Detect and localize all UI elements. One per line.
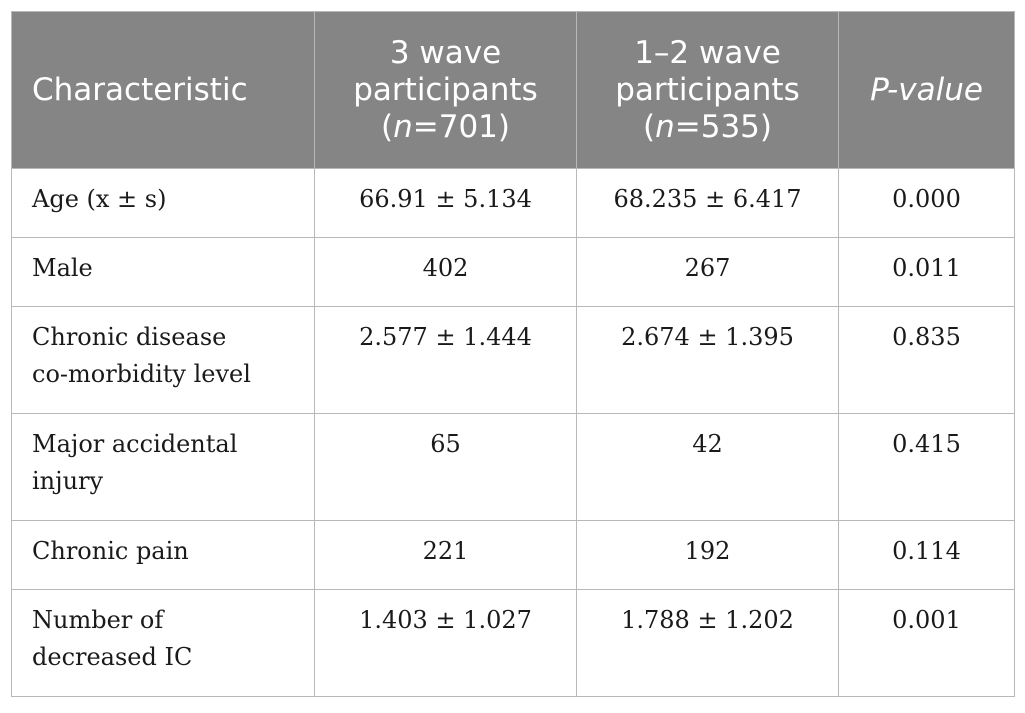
characteristics-table: Characteristic 3 wave participants (n=70…: [11, 11, 1015, 697]
row-label-line: Age (x ± s): [32, 185, 167, 213]
cell-p-value: 0.000: [838, 168, 1015, 238]
header-3-wave-participants: 3 wave participants (n=701): [314, 11, 577, 169]
cell-3-wave: 402: [314, 237, 577, 307]
cell-3-wave: 221: [314, 520, 577, 590]
header-1-2-wave-line1: 1–2 wave: [634, 34, 781, 71]
cell-1-2-wave: 42: [576, 413, 839, 521]
table-row: Number of decreased IC 1.403 ± 1.027 1.78…: [11, 589, 1015, 697]
header-1-2-wave-line2: participants: [615, 71, 800, 108]
cell-p-value: 0.001: [838, 589, 1015, 697]
cell-1-2-wave: 2.674 ± 1.395: [576, 306, 839, 414]
cell-3-wave: 65: [314, 413, 577, 521]
row-label-line: Chronic pain: [32, 537, 189, 565]
row-label-cell: Male: [11, 237, 315, 307]
row-label-line: decreased IC: [32, 643, 193, 671]
header-3-wave-n-pre: (: [380, 108, 394, 145]
header-characteristic: Characteristic: [11, 11, 315, 169]
cell-1-2-wave: 1.788 ± 1.202: [576, 589, 839, 697]
row-label-line: Number of: [32, 606, 164, 634]
header-1-2-wave-n-post: =535): [674, 108, 772, 145]
header-1-2-wave-n-pre: (: [642, 108, 656, 145]
cell-p-value: 0.415: [838, 413, 1015, 521]
row-label-line: co-morbidity level: [32, 360, 251, 388]
cell-3-wave: 66.91 ± 5.134: [314, 168, 577, 238]
row-label-line: Male: [32, 254, 93, 282]
row-label-cell: Chronic pain: [11, 520, 315, 590]
row-label-cell: Number of decreased IC: [11, 589, 315, 697]
header-1-2-wave-participants: 1–2 wave participants (n=535): [576, 11, 839, 169]
cell-1-2-wave: 68.235 ± 6.417: [576, 168, 839, 238]
row-label-line: injury: [32, 467, 104, 495]
cell-p-value: 0.114: [838, 520, 1015, 590]
header-1-2-wave-n-var: n: [655, 108, 675, 145]
cell-1-2-wave: 267: [576, 237, 839, 307]
cell-p-value: 0.835: [838, 306, 1015, 414]
row-label-cell: Major accidental injury: [11, 413, 315, 521]
row-label-cell: Chronic disease co-morbidity level: [11, 306, 315, 414]
header-3-wave-n-post: =701): [412, 108, 510, 145]
header-row: Characteristic 3 wave participants (n=70…: [11, 11, 1015, 169]
table-row: Chronic disease co-morbidity level 2.577 …: [11, 306, 1015, 414]
row-label-line: Major accidental: [32, 430, 238, 458]
table-row: Age (x ± s) 66.91 ± 5.134 68.235 ± 6.417…: [11, 168, 1015, 238]
header-3-wave-line2: participants: [353, 71, 538, 108]
table-row: Major accidental injury 65 42 0.415: [11, 413, 1015, 521]
table-row: Male 402 267 0.011: [11, 237, 1015, 307]
cell-3-wave: 2.577 ± 1.444: [314, 306, 577, 414]
row-label-line: Chronic disease: [32, 323, 227, 351]
header-p-value: P-value: [838, 11, 1015, 169]
cell-1-2-wave: 192: [576, 520, 839, 590]
table-row: Chronic pain 221 192 0.114: [11, 520, 1015, 590]
cell-3-wave: 1.403 ± 1.027: [314, 589, 577, 697]
row-label-cell: Age (x ± s): [11, 168, 315, 238]
header-3-wave-n-var: n: [393, 108, 413, 145]
header-characteristic-label: Characteristic: [32, 71, 248, 108]
header-p-value-label: P-value: [870, 71, 983, 108]
cell-p-value: 0.011: [838, 237, 1015, 307]
header-3-wave-line1: 3 wave: [389, 34, 502, 71]
